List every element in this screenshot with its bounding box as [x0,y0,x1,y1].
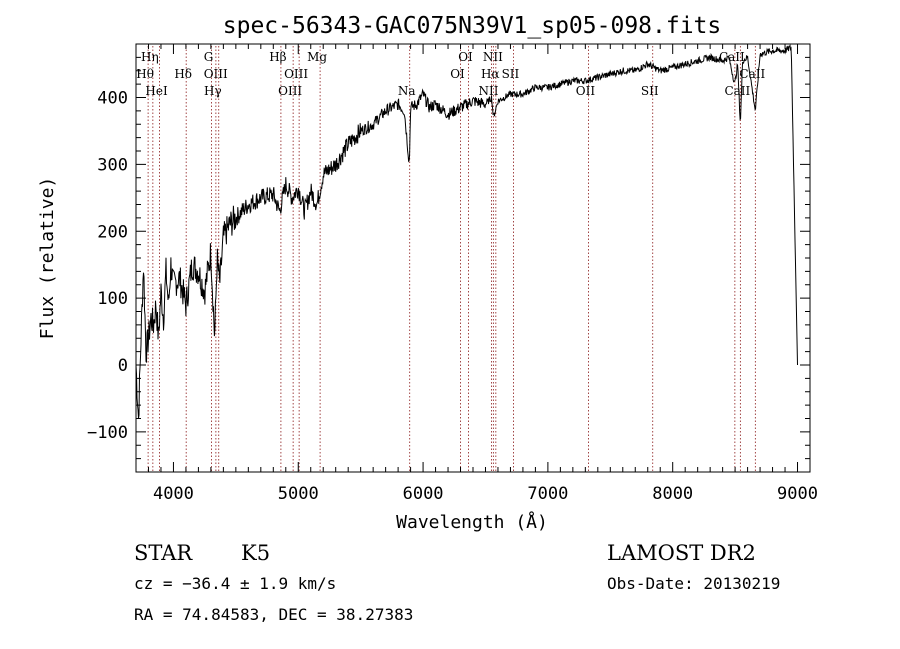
line-marker-label: Hγ [204,84,222,98]
plot-frame [135,43,811,473]
y-tick-label: −100 [87,423,128,443]
y-axis-label: Flux (relative) [37,177,58,340]
line-marker-label: OII [576,84,596,98]
coordinates-text: RA = 74.84583, DEC = 38.27383 [134,605,413,624]
line-marker-label: G [204,50,214,64]
x-tick-label: 7000 [527,484,568,504]
line-marker-label: Na [398,84,416,98]
x-tick-label: 8000 [652,484,693,504]
line-marker-label: SII [641,84,659,98]
line-marker-label: OIII [278,84,302,98]
obs-date-text: Obs-Date: 20130219 [607,574,780,593]
spectrum-line [135,43,798,419]
line-marker-label: Hδ [174,67,192,81]
x-tick-label: 4000 [153,484,194,504]
line-marker-label: OI [450,67,465,81]
object-subclass: K5 [241,541,270,565]
object-class: STAR [134,541,193,565]
y-tick-label: 300 [97,155,128,175]
line-markers: HηHθHeIHδGOIIIHγHβOIIIOIIIMgNaOIOINIIHαN… [136,46,765,472]
line-marker-label: NII [483,50,503,64]
line-marker-label: Hη [141,50,159,64]
line-marker-label: SII [502,67,520,81]
line-marker-label: NII [478,84,498,98]
line-marker-label: OIII [284,67,308,81]
line-marker-label: Mg [307,50,327,64]
x-tick-label: 5000 [278,484,319,504]
line-marker-label: OI [458,50,473,64]
y-tick-label: 400 [97,89,128,109]
x-axis-ticks: 4000 5000 6000 7000 8000 9000 [135,44,818,504]
y-tick-label: 100 [97,289,128,309]
y-tick-label: 200 [97,222,128,242]
survey-name: LAMOST DR2 [607,541,756,565]
chart-title: spec-56343-GAC075N39V1_sp05-098.fits [223,13,722,39]
line-marker-label: HeI [145,84,168,98]
x-tick-label: 6000 [403,484,444,504]
y-axis-ticks: −100 0 100 200 300 400 [87,43,810,473]
line-marker-label: Hα [481,67,500,81]
line-marker-label: Hβ [269,50,286,64]
line-marker-label: Hθ [136,67,154,81]
redshift-text: cz = −36.4 ± 1.9 km/s [134,574,336,593]
x-tick-label: 9000 [777,484,818,504]
x-axis-label: Wavelength (Å) [396,511,548,533]
line-marker-label: CaII [739,67,765,81]
line-marker-label: CaII [719,50,745,64]
line-marker-label: CaII [724,84,750,98]
plot-area: HηHθHeIHδGOIIIHγHβOIIIOIIIMgNaOIOINIIHαN… [87,43,818,504]
y-tick-label: 0 [118,356,128,376]
